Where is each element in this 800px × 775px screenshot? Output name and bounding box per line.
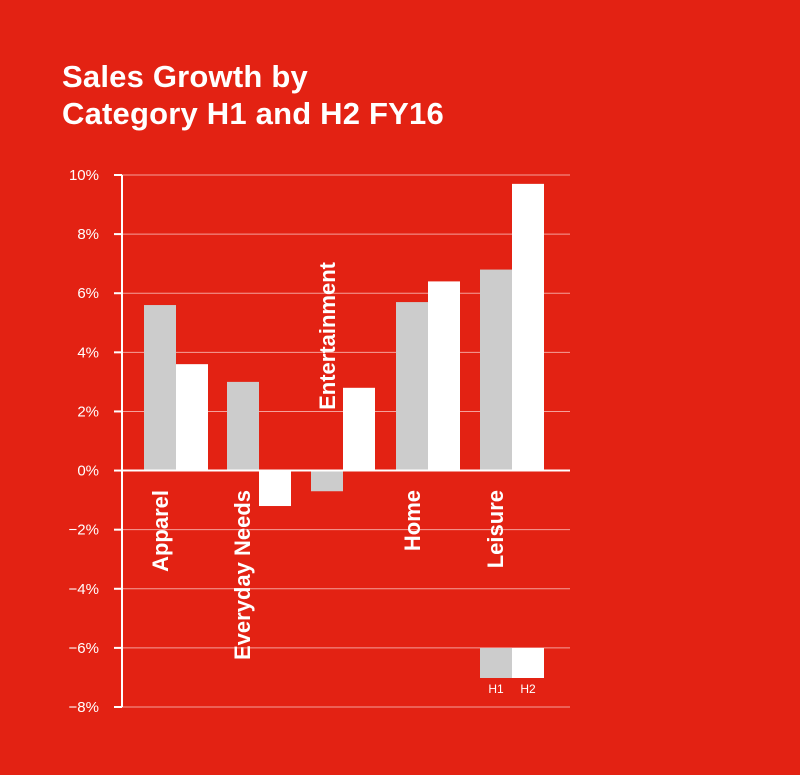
- bar-h1-entertainment: [311, 470, 343, 492]
- axes: 10% 8% 6% 4% 2% 0% −2% −4% −6% −8%: [69, 167, 570, 716]
- legend: H1 H2: [480, 648, 544, 696]
- chart-title: Sales Growth by Category H1 and H2 FY16: [62, 58, 444, 132]
- y-tick-label: 0%: [77, 463, 99, 480]
- bars: [144, 183, 544, 507]
- bar-h1-leisure: [480, 269, 512, 471]
- y-tick-label: −8%: [69, 699, 99, 716]
- bar-h2-home: [428, 281, 460, 471]
- y-tick-label: 2%: [77, 403, 99, 420]
- legend-swatch-h2: [512, 648, 544, 678]
- bar-h2-entertainment: [343, 387, 375, 471]
- category-label: Leisure: [483, 490, 508, 568]
- y-tick-label: −4%: [69, 581, 99, 598]
- category-label: Home: [400, 490, 425, 551]
- legend-label: H2: [520, 682, 536, 696]
- category-label: Apparel: [148, 490, 173, 572]
- y-tick-label: 6%: [77, 285, 99, 302]
- bar-h1-apparel: [144, 305, 176, 471]
- bar-h1-home: [396, 302, 428, 471]
- category-labels: Apparel Everyday Needs Entertainment Home Le…: [148, 261, 508, 660]
- legend-swatch-h1: [480, 648, 512, 678]
- category-label: Entertainment: [315, 261, 340, 410]
- y-tick-label: −2%: [69, 522, 99, 539]
- category-label: Everyday Needs: [230, 490, 255, 660]
- bar-h2-leisure: [512, 183, 544, 471]
- y-tick-label: 4%: [77, 344, 99, 361]
- y-tick-label: 8%: [77, 226, 99, 243]
- y-tick-label: −6%: [69, 640, 99, 657]
- legend-label: H1: [488, 682, 504, 696]
- chart-title-line-2: Category H1 and H2 FY16: [62, 96, 444, 131]
- y-tick-label: 10%: [69, 167, 99, 184]
- bar-h1-everyday-needs: [227, 381, 259, 471]
- bar-h2-everyday-needs: [259, 470, 291, 507]
- chart-title-line-1: Sales Growth by: [62, 59, 308, 94]
- bar-h2-apparel: [176, 364, 208, 471]
